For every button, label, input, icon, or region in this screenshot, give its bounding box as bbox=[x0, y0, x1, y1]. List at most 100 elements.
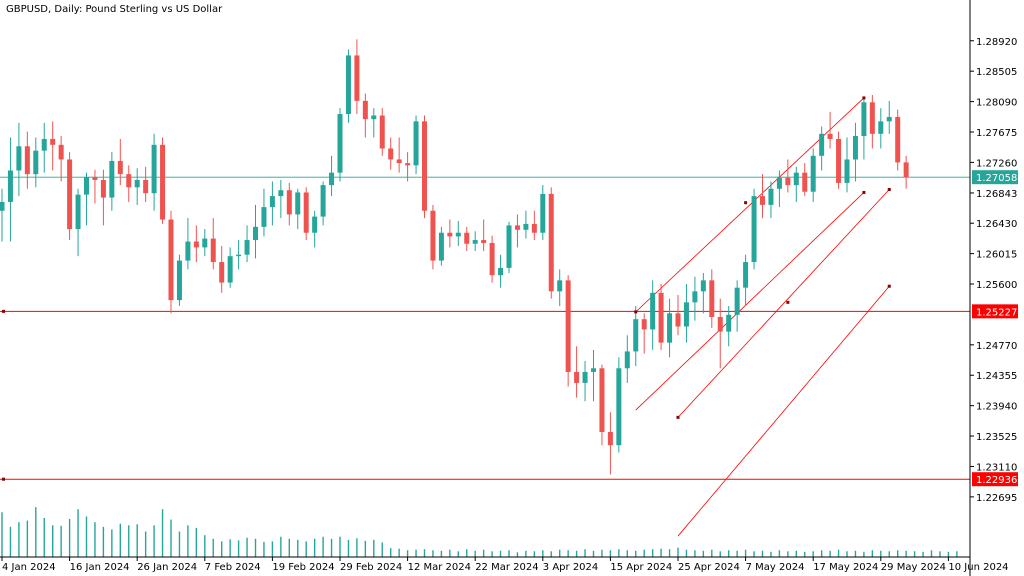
channel-anchor-point bbox=[744, 201, 748, 205]
chart-title: GBPUSD, Daily: Pound Sterling vs US Doll… bbox=[6, 4, 223, 15]
candle-body bbox=[354, 55, 360, 101]
candle-body bbox=[836, 138, 842, 183]
candle-body bbox=[50, 138, 56, 145]
candle bbox=[286, 182, 292, 226]
candle-body bbox=[388, 148, 394, 160]
candle bbox=[717, 298, 723, 369]
candle-body bbox=[768, 188, 774, 205]
candle-body bbox=[565, 280, 571, 372]
time-tick-label: 16 Jan 2024 bbox=[70, 562, 130, 573]
candle bbox=[185, 218, 191, 270]
channel-anchor-point bbox=[887, 188, 891, 192]
candle bbox=[776, 170, 782, 208]
candle-body bbox=[464, 232, 470, 244]
time-tick-label: 25 Apr 2024 bbox=[678, 562, 740, 573]
candle-body bbox=[185, 241, 191, 261]
candle-body bbox=[219, 262, 225, 283]
candle-body bbox=[717, 316, 723, 332]
candle bbox=[92, 169, 98, 204]
level-price-badge-bg bbox=[972, 304, 1018, 319]
price-tick-label: 1.26843 bbox=[976, 189, 1017, 200]
candle-body bbox=[844, 159, 850, 183]
price-badges: 1.27058 1.25227 1.22936 bbox=[972, 170, 1018, 487]
candle bbox=[388, 137, 394, 170]
candle-body bbox=[692, 291, 698, 303]
channel-anchor-point bbox=[634, 310, 638, 314]
price-tick-label: 1.23525 bbox=[976, 432, 1017, 443]
volume-bars bbox=[1, 507, 958, 557]
candle bbox=[7, 137, 13, 242]
candle bbox=[33, 137, 39, 188]
candle-body bbox=[802, 172, 808, 192]
candle bbox=[371, 108, 377, 138]
candle bbox=[345, 49, 351, 123]
channel-trend-line bbox=[677, 285, 890, 537]
candle-body bbox=[202, 238, 208, 248]
candle-body bbox=[633, 319, 639, 352]
candle-body bbox=[793, 172, 799, 186]
current-price-badge-bg bbox=[972, 170, 1018, 185]
candle bbox=[193, 225, 199, 263]
candle-body bbox=[261, 207, 267, 227]
candle bbox=[658, 284, 664, 350]
candle-body bbox=[41, 138, 47, 151]
candle-body bbox=[16, 146, 22, 171]
candle bbox=[67, 152, 73, 241]
candle-body bbox=[683, 302, 689, 327]
candle bbox=[633, 306, 639, 367]
candle bbox=[903, 155, 909, 189]
candle bbox=[151, 133, 157, 211]
candle-body bbox=[160, 144, 166, 220]
candle bbox=[329, 155, 335, 197]
candle bbox=[700, 273, 706, 314]
candle bbox=[565, 275, 571, 387]
candle-body bbox=[557, 280, 563, 292]
candle bbox=[337, 108, 343, 182]
candle bbox=[861, 97, 867, 160]
price-tick-label: 1.23940 bbox=[976, 402, 1017, 413]
candle-body bbox=[852, 136, 858, 160]
level-price-badge: 1.25227 bbox=[976, 307, 1017, 318]
candle-body bbox=[531, 223, 537, 233]
candle-body bbox=[540, 193, 546, 233]
candle bbox=[514, 214, 520, 248]
candle bbox=[683, 284, 689, 343]
channel-anchor-point bbox=[862, 190, 866, 194]
candle-body bbox=[75, 194, 81, 230]
candle-body bbox=[362, 100, 368, 120]
channel-trend-line bbox=[635, 97, 865, 313]
candle bbox=[667, 298, 673, 358]
candle-body bbox=[278, 190, 284, 197]
time-tick-label: 22 Mar 2024 bbox=[475, 562, 538, 573]
time-axis: 4 Jan 2024 16 Jan 2024 26 Jan 2024 7 Feb 20… bbox=[1, 557, 1009, 573]
time-tick-label: 19 Feb 2024 bbox=[272, 562, 334, 573]
candle bbox=[878, 108, 884, 149]
price-tick-label: 1.28090 bbox=[976, 98, 1017, 109]
candle bbox=[810, 148, 816, 202]
price-tick-label: 1.24770 bbox=[976, 341, 1017, 352]
candle bbox=[58, 136, 64, 182]
candle bbox=[852, 122, 858, 182]
candle-body bbox=[624, 351, 630, 369]
candle-body bbox=[700, 280, 706, 292]
candle-body bbox=[709, 280, 715, 317]
channel-trend-line bbox=[677, 189, 890, 418]
candle bbox=[793, 166, 799, 202]
candle-body bbox=[582, 371, 588, 383]
level-anchor-point bbox=[2, 477, 5, 481]
level-price-badge-bg bbox=[972, 472, 1018, 487]
candle bbox=[709, 269, 715, 328]
candle bbox=[41, 122, 47, 173]
candle bbox=[176, 254, 182, 306]
candle-body bbox=[413, 121, 419, 166]
candle bbox=[303, 187, 309, 241]
candle bbox=[320, 181, 326, 226]
candle bbox=[219, 245, 225, 293]
candle-body bbox=[0, 201, 5, 211]
candle-body bbox=[117, 160, 123, 175]
candle bbox=[869, 94, 875, 149]
price-tick-label: 1.27260 bbox=[976, 158, 1017, 169]
candle bbox=[506, 221, 512, 274]
